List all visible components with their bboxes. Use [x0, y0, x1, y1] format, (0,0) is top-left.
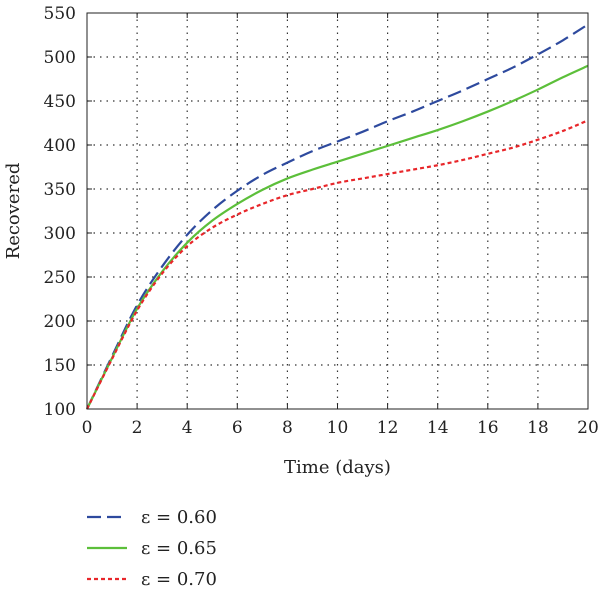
x-axis-title: Time (days): [284, 457, 391, 478]
x-tick-label: 10: [327, 418, 349, 438]
x-tick-label: 18: [527, 418, 549, 438]
y-tick-label: 350: [44, 180, 76, 200]
y-tick-label: 100: [44, 400, 76, 420]
legend-label-2: ε = 0.65: [141, 538, 217, 559]
tick-marks: [86, 12, 589, 410]
x-tick-label: 12: [377, 418, 399, 438]
series-line-3: [86, 119, 589, 410]
y-tick-label: 500: [44, 48, 76, 68]
y-tick-label: 250: [44, 268, 76, 288]
x-tick-label: 20: [577, 418, 599, 438]
x-tick-label: 6: [232, 418, 243, 438]
y-tick-labels: 100 150 200 250 300 350 400 450 500 550: [44, 4, 76, 420]
y-axis-title: Recovered: [3, 163, 24, 260]
x-tick-label: 0: [82, 418, 93, 438]
y-tick-label: 450: [44, 92, 76, 112]
x-tick-label: 16: [477, 418, 499, 438]
series-lines: [86, 23, 589, 410]
grid-lines: [87, 13, 588, 409]
y-tick-label: 200: [44, 312, 76, 332]
legend: ε = 0.60 ε = 0.65 ε = 0.70: [87, 507, 217, 590]
x-tick-label: 8: [282, 418, 293, 438]
legend-label-3: ε = 0.70: [141, 569, 217, 590]
legend-label-1: ε = 0.60: [141, 507, 217, 528]
x-tick-label: 4: [182, 418, 193, 438]
x-tick-label: 14: [427, 418, 449, 438]
y-tick-label: 400: [44, 136, 76, 156]
x-tick-labels: 0 2 4 6 8 10 12 14 16 18 20: [82, 418, 599, 438]
y-tick-label: 300: [44, 224, 76, 244]
y-tick-label: 550: [44, 4, 76, 24]
series-line-1: [86, 23, 589, 410]
y-tick-label: 150: [44, 356, 76, 376]
x-tick-label: 2: [132, 418, 143, 438]
series-line-2: [86, 64, 589, 410]
